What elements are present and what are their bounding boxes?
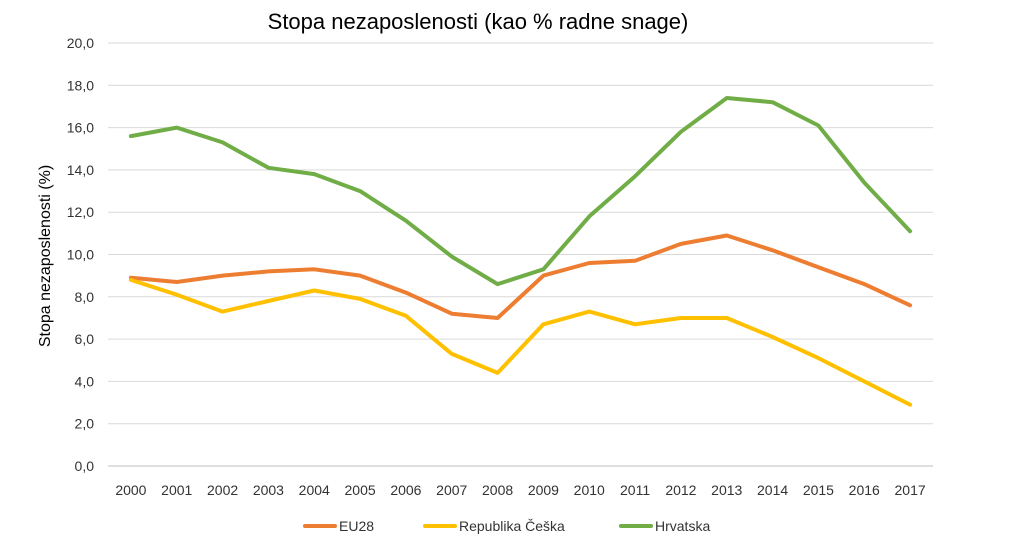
x-tick-label: 2017 <box>895 482 926 498</box>
y-tick-label: 12,0 <box>67 204 94 220</box>
x-tick-label: 2009 <box>528 482 559 498</box>
y-tick-label: 8,0 <box>75 289 95 305</box>
series-lines <box>128 96 913 407</box>
y-tick-label: 10,0 <box>67 247 94 263</box>
y-tick-label: 18,0 <box>67 77 94 93</box>
y-tick-label: 6,0 <box>75 331 95 347</box>
x-tick-label: 2010 <box>574 482 605 498</box>
legend: EU28 Republika Češka Hrvatska <box>303 518 710 534</box>
x-tick-label: 2015 <box>803 482 834 498</box>
series-line-republika-e-ka <box>128 277 913 407</box>
x-axis-ticks: 2000 2001 2002 2003 2004 2005 2006 2007 2008 2009… <box>115 482 926 498</box>
x-tick-label: 2012 <box>665 482 696 498</box>
x-tick-label: 2007 <box>436 482 467 498</box>
x-tick-label: 2006 <box>390 482 421 498</box>
series-line-eu28 <box>128 233 913 320</box>
y-axis-label: Stopa nezaposlenosti (%) <box>37 165 54 347</box>
series-line-hrvatska <box>128 96 913 287</box>
x-tick-label: 2001 <box>161 482 192 498</box>
y-tick-label: 20,0 <box>67 35 94 51</box>
x-tick-label: 2014 <box>757 482 788 498</box>
x-tick-label: 2016 <box>849 482 880 498</box>
legend-label: Republika Češka <box>459 518 565 534</box>
x-tick-label: 2003 <box>253 482 284 498</box>
legend-label: EU28 <box>339 518 374 534</box>
x-tick-label: 2005 <box>345 482 376 498</box>
x-tick-label: 2013 <box>711 482 742 498</box>
y-tick-label: 16,0 <box>67 120 94 136</box>
legend-label: Hrvatska <box>655 518 710 534</box>
y-tick-label: 4,0 <box>75 373 95 389</box>
y-tick-label: 2,0 <box>75 416 95 432</box>
x-tick-label: 2011 <box>620 482 650 498</box>
x-tick-label: 2000 <box>115 482 146 498</box>
x-tick-label: 2004 <box>299 482 330 498</box>
x-tick-label: 2002 <box>207 482 238 498</box>
gridlines <box>108 42 933 467</box>
y-tick-label: 0,0 <box>75 458 95 474</box>
x-tick-label: 2008 <box>482 482 513 498</box>
y-axis-ticks: 0,0 2,0 4,0 6,0 8,0 10,0 12,0 14,0 16,0 18,0 20,0 <box>67 35 94 474</box>
chart-title: Stopa nezaposlenosti (kao % radne snage) <box>268 9 689 34</box>
y-tick-label: 14,0 <box>67 162 94 178</box>
